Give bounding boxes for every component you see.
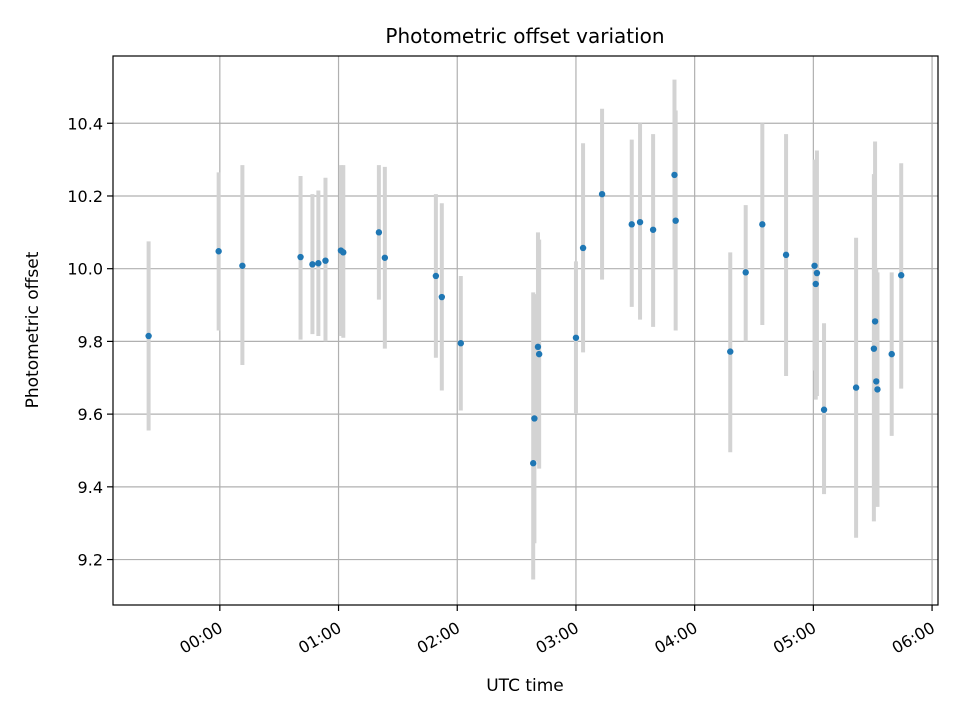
data-point [598,190,606,198]
y-tick-label: 9.8 [78,332,103,351]
data-point [870,345,878,352]
x-axis-label: UTC time [486,676,564,696]
data-point [898,272,905,279]
y-axis-label: Photometric offset [23,251,43,408]
data-point [874,386,881,393]
data-point [145,332,152,340]
data-point [530,460,537,467]
data-point [671,171,678,179]
data-point [572,334,580,341]
data-point [315,260,322,267]
data-point [322,257,329,264]
data-points [145,171,905,467]
data-point [636,218,644,226]
data-point [381,254,389,261]
data-point [340,249,347,256]
y-tick-label: 10.0 [67,260,103,279]
plot-frame [112,55,939,606]
data-point [628,221,635,228]
data-point [534,343,542,351]
data-point [813,269,821,277]
data-point [727,348,734,355]
data-point [649,226,657,233]
data-point [432,272,440,280]
data-point [375,229,383,236]
y-tick-label: 9.4 [78,478,103,497]
y-tick-label: 9.2 [78,551,103,570]
data-point [820,406,828,413]
data-point [457,340,465,347]
grid [113,56,938,605]
y-tick-label: 10.4 [67,114,103,133]
chart-title: Photometric offset variation [385,24,664,48]
data-point [297,253,304,261]
data-point [215,248,222,255]
y-tick-label: 9.6 [78,405,103,424]
data-point [873,378,880,385]
data-point [812,280,819,288]
data-point [742,269,749,276]
data-point [531,415,538,422]
data-point [759,221,766,228]
data-point [672,217,679,224]
data-point [239,262,246,269]
data-point [579,244,587,252]
y-tick-label: 10.2 [67,187,103,206]
data-point [852,384,860,391]
data-point [309,261,316,268]
data-point [888,350,895,358]
data-point [535,350,543,358]
data-point [871,318,879,325]
data-point [811,262,818,269]
data-point [782,251,790,259]
y-axis-ticks: 9.2 9.4 9.6 9.8 10.0 10.2 10.4 [67,114,113,570]
data-point [438,293,446,301]
